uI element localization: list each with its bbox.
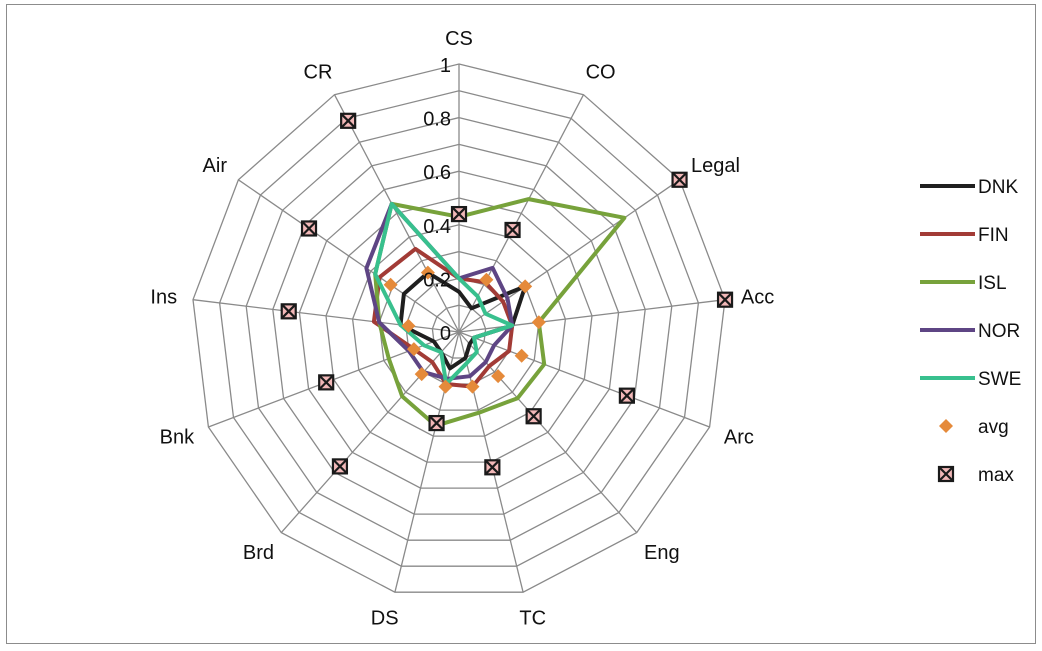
category-label: Ins	[150, 287, 177, 309]
max-point-cross	[280, 303, 297, 320]
series-ISL	[373, 197, 627, 428]
avg-point	[401, 318, 416, 333]
grid-spoke	[458, 331, 710, 428]
grid-spoke	[333, 94, 460, 333]
category-label: CO	[586, 62, 616, 84]
category-label: Arc	[724, 426, 754, 448]
series-line-DNK	[398, 270, 528, 371]
avg-point	[479, 272, 494, 287]
avg-point	[383, 277, 398, 292]
category-label: CR	[304, 62, 333, 84]
max-point-cross	[451, 206, 467, 222]
radar-grid	[192, 63, 726, 593]
grid-ring	[192, 63, 726, 593]
legend-label: ISL	[978, 273, 1007, 294]
grid-ring	[431, 304, 487, 359]
r-tick-label: 1	[440, 55, 451, 77]
max-point-cross	[318, 374, 334, 391]
avg-point	[406, 342, 421, 357]
legend-swatch	[939, 419, 953, 433]
legend-item-ISL: ISL	[920, 273, 1007, 294]
grid-spoke	[280, 331, 460, 534]
legend: DNK FIN ISL NOR SWE avg max	[920, 177, 1021, 486]
r-tick-label: 0	[440, 323, 451, 345]
grid-ring	[245, 116, 673, 541]
avg-point	[420, 265, 435, 280]
legend-item-DNK: DNK	[920, 177, 1018, 198]
max-point-cross	[301, 220, 317, 237]
series-line-ISL	[373, 197, 627, 428]
category-label: Eng	[644, 542, 680, 564]
grid-ring	[272, 143, 646, 515]
r-tick-label: 0.4	[423, 216, 451, 238]
legend-label: NOR	[978, 321, 1020, 342]
label-layer: CS CO Legal Acc Arc Eng TC DS Brd Bnk Ins Air CR 0 0.2…	[150, 28, 774, 630]
category-label: CS	[445, 28, 473, 50]
legend-item-SWE: SWE	[920, 369, 1021, 390]
legend-label: DNK	[978, 177, 1018, 198]
grid-spoke	[458, 94, 585, 333]
max-point-cross	[717, 291, 733, 308]
max-point-cross	[340, 113, 356, 129]
category-label: Air	[203, 155, 228, 177]
legend-item-max: max	[937, 465, 1014, 486]
series-max	[280, 112, 734, 476]
legend-label: SWE	[978, 369, 1021, 390]
category-label: TC	[519, 608, 546, 630]
grid-ring	[325, 197, 593, 463]
legend-label: FIN	[978, 225, 1009, 246]
r-tick-label: 0.6	[423, 162, 451, 184]
series-NOR	[364, 201, 515, 381]
avg-point	[518, 279, 533, 294]
max-point-cross	[484, 459, 501, 476]
legend-label: avg	[978, 417, 1009, 438]
grid-spoke	[394, 331, 460, 593]
legend-swatch-cross	[938, 466, 954, 482]
max-point-cross	[428, 415, 445, 431]
series-DNK	[398, 270, 528, 371]
series-SWE	[373, 201, 515, 386]
category-label: Acc	[741, 287, 774, 309]
series-layer	[280, 112, 734, 476]
series-line-NOR	[364, 201, 515, 381]
max-point-cross	[525, 408, 542, 425]
r-tick-label: 0.2	[423, 269, 451, 291]
category-label: Legal	[691, 155, 740, 177]
r-tick-label: 0.8	[423, 109, 451, 131]
grid-spoke	[458, 179, 680, 333]
legend-item-NOR: NOR	[920, 321, 1020, 342]
avg-point	[414, 367, 429, 382]
category-label: Brd	[243, 542, 274, 564]
grid-spoke	[238, 179, 460, 333]
max-point-cross	[619, 387, 635, 404]
avg-point	[465, 379, 480, 394]
avg-point	[491, 369, 506, 384]
max-point-cross	[671, 171, 688, 188]
legend-item-FIN: FIN	[920, 225, 1009, 246]
category-label: DS	[371, 608, 399, 630]
series-avg	[383, 207, 546, 394]
avg-point	[514, 348, 529, 363]
category-label: Bnk	[160, 426, 195, 448]
grid-ring	[378, 250, 540, 411]
avg-point	[531, 315, 546, 330]
legend-label: max	[978, 465, 1014, 486]
grid-ring	[218, 90, 700, 567]
max-point-cross	[504, 222, 521, 238]
max-point-cross	[332, 458, 348, 475]
series-line-SWE	[373, 201, 515, 386]
avg-point	[438, 379, 453, 394]
legend-item-avg: avg	[939, 417, 1009, 438]
